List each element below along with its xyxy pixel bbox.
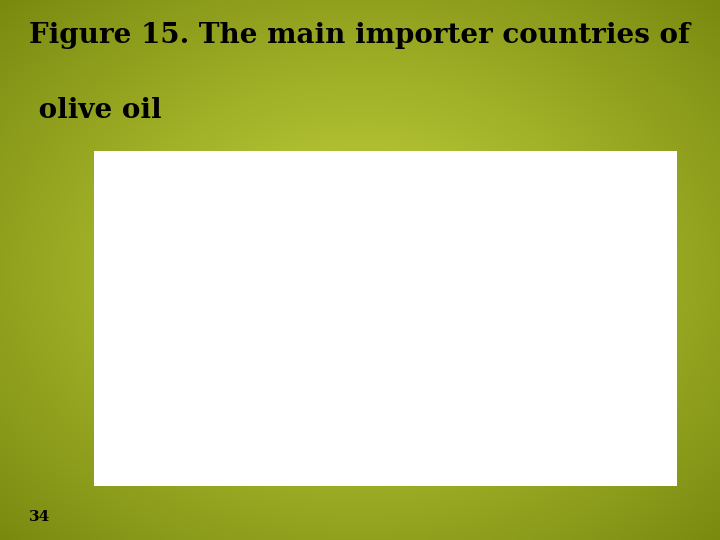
Text: Figure 15. The main importer countries of: Figure 15. The main importer countries o… (29, 22, 690, 49)
Y-axis label: Million Ton: Million Ton (95, 249, 112, 355)
Bar (339, 385, 379, 410)
Text: olive oil: olive oil (29, 97, 161, 124)
Text: 34: 34 (29, 510, 50, 524)
Bar (420, 386, 460, 410)
Title: The main Importers: The main Importers (298, 169, 501, 187)
Bar (259, 337, 299, 410)
Bar (580, 391, 621, 410)
Bar (179, 263, 219, 410)
Bar (500, 389, 540, 410)
